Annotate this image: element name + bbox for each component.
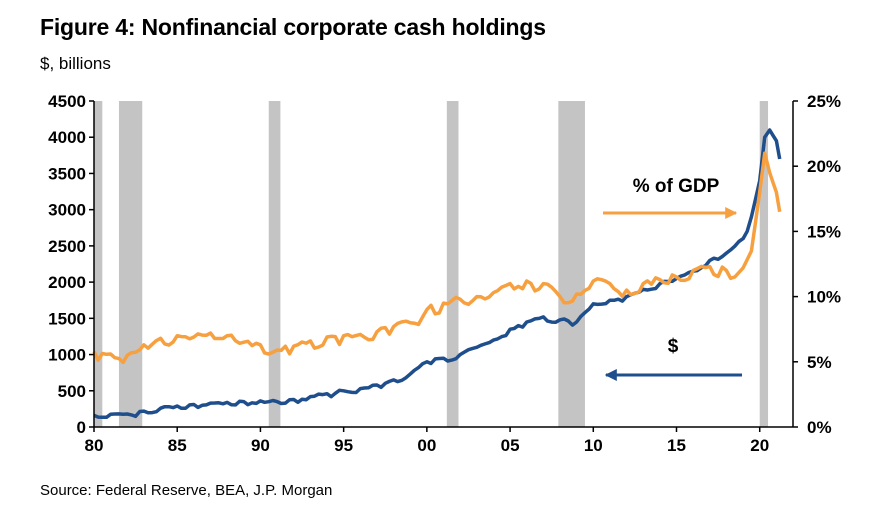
x-tick-label: 15 [667, 436, 686, 455]
y-left-tick-label: 3000 [48, 201, 86, 220]
x-tick-label: 90 [251, 436, 270, 455]
x-tick-label: 20 [750, 436, 769, 455]
annotations: % of GDP $ [603, 176, 742, 381]
x-tick-label: 85 [168, 436, 187, 455]
y-left-tick-label: 0 [77, 418, 86, 437]
y-left-tick-label: 4500 [48, 92, 86, 111]
y-left-tick-label: 4000 [48, 128, 86, 147]
recession-band [446, 101, 459, 427]
source-note: Source: Federal Reserve, BEA, J.P. Morga… [40, 482, 333, 499]
recession-band [268, 101, 281, 427]
y-right-tick-label: 10% [807, 288, 841, 307]
y-left-tick-label: 3500 [48, 164, 86, 183]
y-left-tick-label: 2500 [48, 237, 86, 256]
x-tick-label: 05 [501, 436, 520, 455]
y-left-tick-label: 2000 [48, 273, 86, 292]
y-left-tick-label: 1500 [48, 309, 86, 328]
y-right-tick-label: 5% [807, 353, 832, 372]
chart-title: Figure 4: Nonfinancial corporate cash ho… [40, 14, 546, 40]
recession-band [759, 101, 769, 427]
x-tick-label: 10 [584, 436, 603, 455]
y-right-tick-label: 25% [807, 92, 841, 111]
chart-subtitle: $, billions [40, 54, 111, 73]
gdp-share-series-line [92, 151, 782, 365]
recession-band [118, 101, 143, 427]
series-lines [92, 128, 782, 420]
y-left-tick-label: 500 [58, 382, 86, 401]
y-right-tick-label: 20% [807, 157, 841, 176]
x-tick-label: 95 [334, 436, 353, 455]
gdp-annotation-label: % of GDP [633, 176, 720, 197]
x-tick-label: 80 [85, 436, 104, 455]
x-tick-label: 00 [417, 436, 436, 455]
axes: 0500100015002000250030003500400045000%5%… [48, 92, 841, 455]
recession-band [558, 101, 585, 427]
recession-band [94, 101, 103, 427]
recession-bands [94, 101, 769, 427]
y-right-tick-label: 15% [807, 222, 841, 241]
y-right-tick-label: 0% [807, 418, 832, 437]
dollars-annotation-label: $ [668, 336, 679, 357]
y-left-tick-label: 1000 [48, 346, 86, 365]
